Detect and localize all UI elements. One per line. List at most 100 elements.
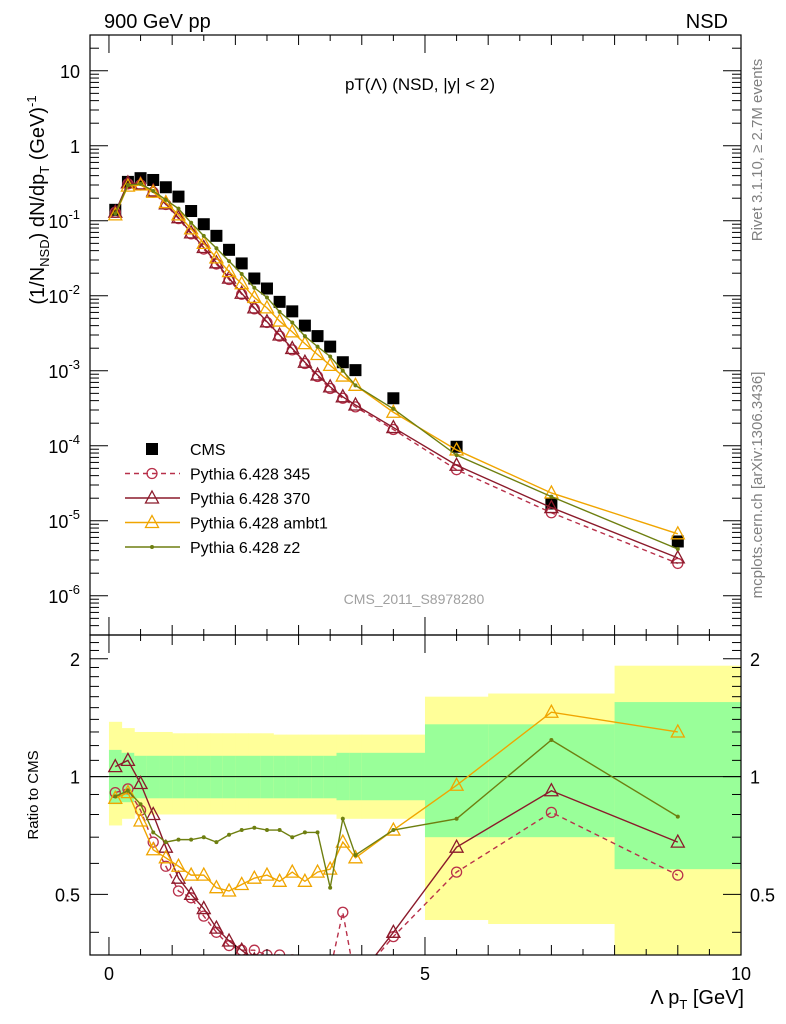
data-point-4 bbox=[675, 547, 680, 552]
ratio-point-2 bbox=[145, 841, 161, 856]
data-point-4 bbox=[252, 285, 257, 290]
ratio-point-2 bbox=[259, 866, 275, 881]
data-point-3 bbox=[670, 525, 686, 540]
data-point-3 bbox=[196, 234, 212, 250]
data-point-0 bbox=[185, 205, 198, 218]
ratio-point-1 bbox=[324, 980, 337, 992]
data-point-2 bbox=[670, 549, 686, 564]
ratio-point-1 bbox=[543, 782, 559, 797]
y-tick-label: 10-5 bbox=[48, 507, 80, 532]
data-point-0 bbox=[387, 392, 400, 405]
ratio-point-1 bbox=[273, 963, 286, 975]
ratio-point-3 bbox=[315, 830, 320, 835]
data-point-0 bbox=[273, 295, 286, 308]
data-point-0 bbox=[336, 356, 349, 369]
data-point-4 bbox=[176, 206, 181, 211]
legend: CMS Pythia 6.428 345 Pythia 6.428 370 Pythi… bbox=[125, 442, 328, 557]
y-tick-label: 1 bbox=[70, 137, 80, 157]
data-point-0 bbox=[197, 218, 210, 231]
data-point-4 bbox=[227, 259, 232, 264]
y-tick-label: 10-1 bbox=[48, 207, 80, 232]
ratio-point-1 bbox=[336, 986, 349, 998]
data-point-4 bbox=[454, 453, 459, 458]
ratio-line-2 bbox=[114, 711, 678, 892]
ratio-point-1 bbox=[221, 932, 237, 947]
data-point-4 bbox=[302, 334, 307, 339]
data-point-3 bbox=[183, 220, 199, 235]
ratio-point-3 bbox=[252, 825, 257, 830]
x-axis-label: Λ pT [GeV] bbox=[650, 987, 744, 1012]
ratio-point-2 bbox=[158, 849, 174, 864]
ratio-point-3 bbox=[675, 814, 680, 819]
ratio-point-1 bbox=[170, 869, 187, 884]
ratio-point-1 bbox=[448, 838, 465, 853]
ratio-point-3 bbox=[125, 788, 130, 793]
data-point-4 bbox=[353, 383, 358, 388]
plot-title: pT(Λ) (NSD, |y| < 2) bbox=[345, 75, 495, 94]
ratio-point-1 bbox=[145, 806, 161, 821]
ratio-point-3 bbox=[113, 794, 118, 799]
ratio-point-3 bbox=[264, 828, 269, 833]
data-point-2 bbox=[297, 353, 313, 368]
ratio-point-1 bbox=[158, 838, 174, 853]
ratio-point-1 bbox=[107, 758, 123, 773]
data-point-3 bbox=[107, 206, 123, 221]
data-point-2 bbox=[259, 313, 275, 328]
ratio-point-1 bbox=[208, 919, 224, 934]
data-point-1 bbox=[261, 316, 273, 329]
y-tick-label: 10-3 bbox=[48, 357, 80, 382]
ratio-point-2 bbox=[183, 866, 199, 881]
data-point-0 bbox=[248, 272, 261, 285]
ratio-panel bbox=[90, 703, 741, 998]
data-point-2 bbox=[246, 299, 262, 314]
ratio-point-2 bbox=[309, 863, 326, 878]
ratio-point-3 bbox=[151, 830, 156, 835]
data-point-3 bbox=[145, 183, 161, 198]
ratio-point-3 bbox=[239, 828, 244, 833]
ratio-point-1 bbox=[260, 958, 273, 970]
side-label-bottom: mcplots.cern.ch [arXiv:1306.3436] bbox=[749, 372, 766, 599]
data-point-3 bbox=[297, 335, 313, 350]
ratio-y-tick-label-right: 0.5 bbox=[750, 885, 775, 905]
data-point-0 bbox=[286, 305, 299, 318]
ratio-point-2 bbox=[170, 857, 187, 872]
data-point-4 bbox=[391, 406, 396, 411]
data-point-3 bbox=[234, 275, 250, 290]
ratio-y-tick-label-right: 1 bbox=[750, 768, 760, 788]
ratio-point-2 bbox=[208, 879, 224, 894]
legend-label: CMS bbox=[190, 442, 226, 459]
ratio-point-3 bbox=[227, 832, 232, 837]
ratio-point-1 bbox=[120, 752, 136, 767]
ratio-point-2 bbox=[335, 833, 351, 848]
ratio-point-0 bbox=[337, 906, 349, 918]
ratio-point-3 bbox=[163, 840, 168, 845]
data-point-0 bbox=[235, 257, 248, 270]
header-left: 900 GeV pp bbox=[104, 11, 211, 33]
legend-marker bbox=[146, 443, 158, 455]
data-point-0 bbox=[298, 319, 311, 332]
data-point-0 bbox=[324, 340, 337, 353]
data-point-3 bbox=[246, 289, 262, 304]
data-point-4 bbox=[264, 295, 269, 300]
y-tick-label: 10-2 bbox=[48, 282, 80, 307]
ratio-point-3 bbox=[340, 816, 345, 821]
data-point-3 bbox=[309, 346, 326, 361]
ratio-point-1 bbox=[349, 974, 362, 986]
data-point-0 bbox=[671, 535, 684, 548]
legend-label: Pythia 6.428 370 bbox=[190, 491, 310, 508]
ratio-point-3 bbox=[138, 802, 143, 807]
header-right: NSD bbox=[686, 11, 728, 33]
ratio-point-2 bbox=[107, 789, 123, 804]
ratio-point-3 bbox=[214, 840, 219, 845]
data-point-4 bbox=[549, 494, 554, 499]
y-axis-label-top: (1/NNSD) dN/dpT (GeV)-1 bbox=[24, 95, 52, 304]
ratio-point-1 bbox=[132, 775, 149, 790]
watermark: CMS_2011_S8978280 bbox=[344, 591, 485, 607]
data-point-4 bbox=[290, 320, 295, 325]
data-point-2 bbox=[234, 284, 250, 299]
data-point-2 bbox=[309, 366, 326, 381]
data-point-3 bbox=[170, 206, 187, 221]
data-point-4 bbox=[151, 188, 156, 193]
ratio-point-0 bbox=[273, 949, 286, 955]
ratio-point-2 bbox=[196, 866, 212, 881]
